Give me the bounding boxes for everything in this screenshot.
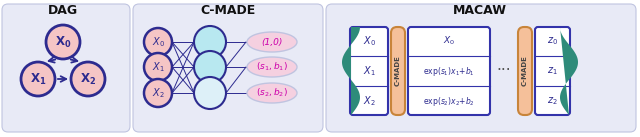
FancyBboxPatch shape <box>408 27 490 115</box>
Circle shape <box>144 79 172 107</box>
Text: C-MADE: C-MADE <box>200 5 255 18</box>
Text: $\mathrm{exp}(s_1)x_1{+}b_1$: $\mathrm{exp}(s_1)x_1{+}b_1$ <box>423 65 475 78</box>
FancyBboxPatch shape <box>535 27 570 115</box>
Polygon shape <box>342 27 360 115</box>
Text: $(s_1,b_1)$: $(s_1,b_1)$ <box>256 61 288 73</box>
Text: DAG: DAG <box>48 5 78 18</box>
Circle shape <box>194 26 226 58</box>
Text: $(s_2,b_2)$: $(s_2,b_2)$ <box>256 87 288 99</box>
Text: (1,0): (1,0) <box>261 38 283 46</box>
Text: $X_1$: $X_1$ <box>363 64 375 78</box>
Ellipse shape <box>247 32 297 52</box>
Ellipse shape <box>247 57 297 77</box>
Text: C-MADE: C-MADE <box>522 56 528 86</box>
Ellipse shape <box>247 83 297 103</box>
FancyBboxPatch shape <box>133 4 323 132</box>
FancyBboxPatch shape <box>2 4 130 132</box>
Text: $z_0$: $z_0$ <box>547 35 558 47</box>
Text: $\mathrm{exp}(s_2)x_2{+}b_2$: $\mathrm{exp}(s_2)x_2{+}b_2$ <box>423 95 475 108</box>
Text: $X_1$: $X_1$ <box>152 60 164 74</box>
Text: $z_2$: $z_2$ <box>547 95 558 107</box>
Circle shape <box>144 53 172 81</box>
Text: $X_0$: $X_0$ <box>152 35 164 49</box>
FancyBboxPatch shape <box>518 27 532 115</box>
Circle shape <box>71 62 105 96</box>
Text: ···: ··· <box>497 64 511 79</box>
Text: $X_0$: $X_0$ <box>362 34 376 48</box>
Polygon shape <box>560 27 578 115</box>
Text: $z_1$: $z_1$ <box>547 65 558 77</box>
FancyBboxPatch shape <box>391 27 405 115</box>
Text: $X_2$: $X_2$ <box>152 86 164 100</box>
Text: MACAW: MACAW <box>453 5 507 18</box>
Circle shape <box>46 25 80 59</box>
Circle shape <box>144 28 172 56</box>
Text: $\mathbf{X_1}$: $\mathbf{X_1}$ <box>30 72 46 87</box>
Text: $X_2$: $X_2$ <box>363 94 375 108</box>
Text: $\mathbf{X_0}$: $\mathbf{X_0}$ <box>55 34 71 50</box>
FancyBboxPatch shape <box>326 4 636 132</box>
Circle shape <box>194 51 226 83</box>
Text: $\mathbf{X_2}$: $\mathbf{X_2}$ <box>80 72 96 87</box>
Circle shape <box>21 62 55 96</box>
Circle shape <box>194 77 226 109</box>
Text: C-MADE: C-MADE <box>395 56 401 86</box>
FancyBboxPatch shape <box>350 27 388 115</box>
Text: $X_0$: $X_0$ <box>443 35 455 47</box>
